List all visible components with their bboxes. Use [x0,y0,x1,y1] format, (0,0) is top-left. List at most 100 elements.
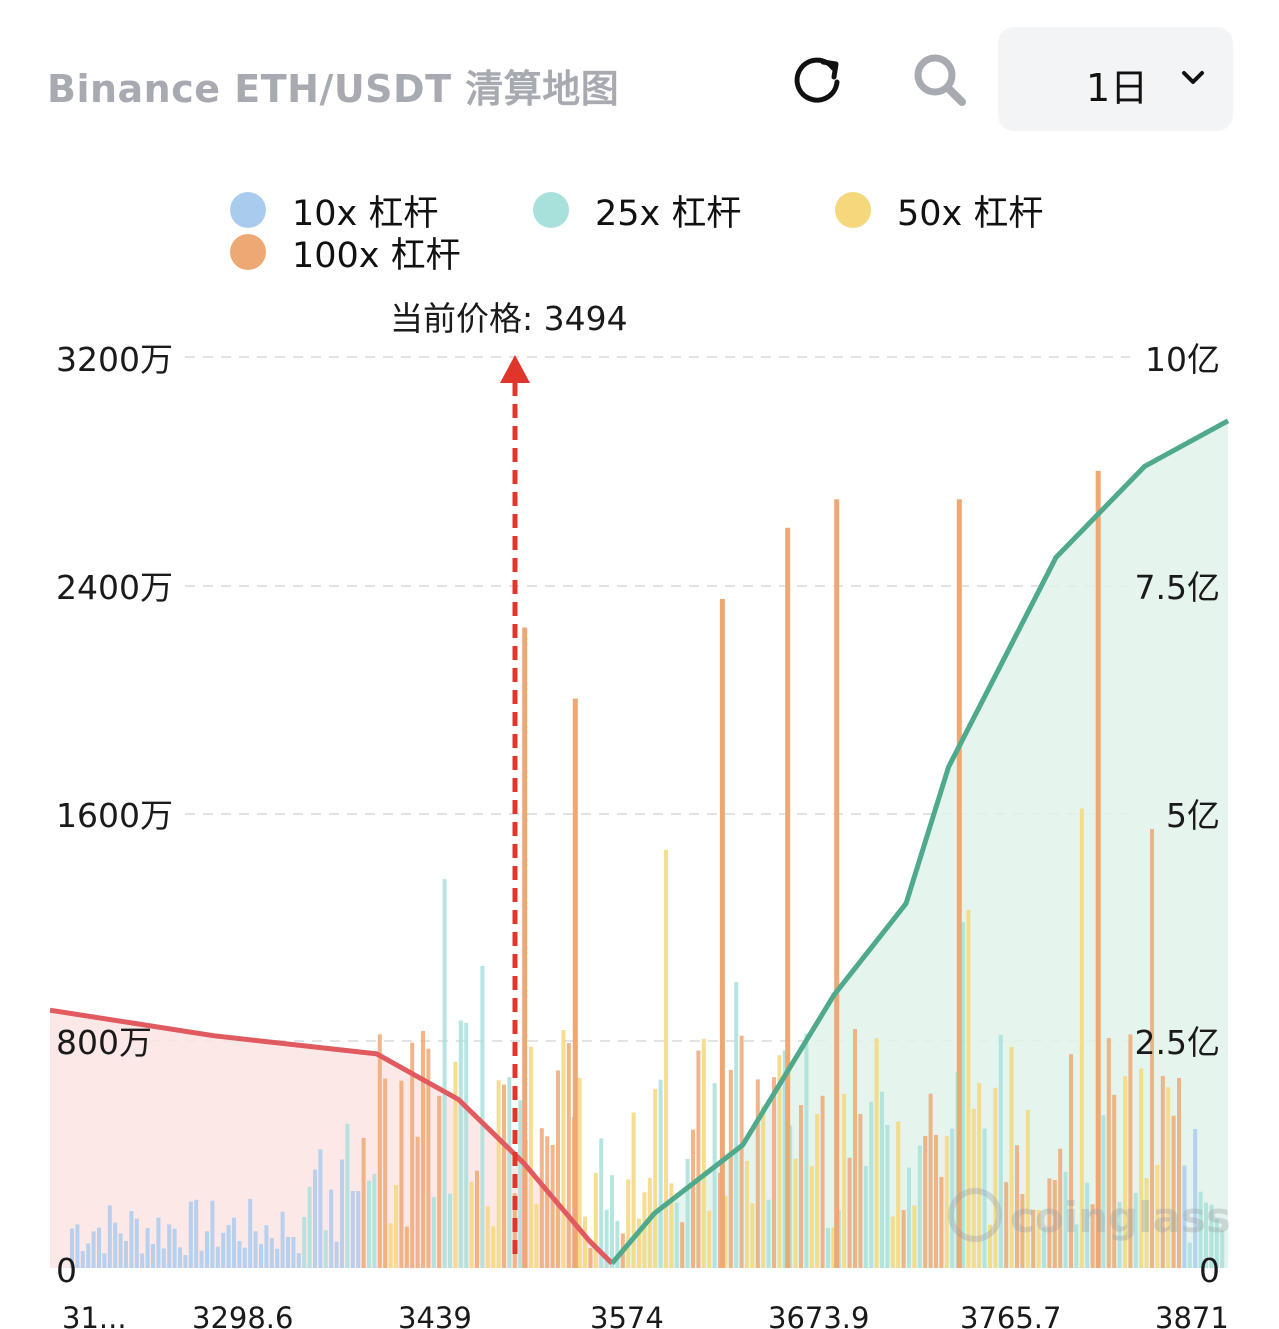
liquidation-bar [950,1128,955,1268]
liquidation-bar [491,1226,496,1268]
left-axis: 0 800万 1600万 2400万 3200万 [56,340,173,1290]
liquidation-bar [264,1225,269,1268]
legend-item-100x[interactable]: 100x 杠杆 [230,230,461,276]
liquidation-bar [383,1078,388,1268]
liquidation-bar [928,1093,933,1268]
liquidation-bar [458,1020,463,1268]
liquidation-bar [102,1253,107,1268]
liquidation-bar [464,1022,469,1268]
coinglass-watermark: coinglass [948,1188,1231,1242]
liquidation-bar [1204,1202,1208,1268]
liquidation-bar [415,1136,420,1268]
liquidation-bar [1069,1054,1073,1268]
time-range-select[interactable]: 1日 [998,27,1233,131]
liquidation-bar [178,1247,182,1268]
liquidation-bar [221,1232,226,1268]
liquidation-bar [1106,1038,1111,1268]
liquidation-bar [1187,1242,1192,1268]
liquidation-bar [367,1180,371,1268]
chart-legend: 10x 杠杆 25x 杠杆 50x 杠杆 100x 杠杆 [0,180,1279,280]
liquidation-bar [345,1123,350,1268]
legend-item-25x[interactable]: 25x 杠杆 [533,188,741,234]
x-axis-tick: 3673.9 [768,1301,869,1329]
liquidation-bar [296,1253,301,1268]
liquidation-bar [215,1246,220,1268]
liquidation-bar [766,1199,771,1268]
liquidation-bar [242,1247,247,1268]
liquidation-bar [1177,1078,1181,1268]
liquidation-bar [793,1158,798,1268]
liquidation-bar [1101,1115,1106,1268]
liquidation-bar [939,1176,944,1268]
liquidation-bars [70,470,1225,1268]
peak-liquidation-bar [572,698,578,1268]
legend-label-25x: 25x 杠杆 [595,193,742,234]
liquidation-bar [1160,1075,1165,1268]
liquidation-bar [750,1203,755,1268]
liquidation-bar [961,922,965,1268]
liquidation-bar [502,1084,506,1268]
header-bar: Binance ETH/USDT 清算地图 1日 [0,0,1279,150]
liquidation-bar [275,1248,280,1268]
liquidation-bar [1198,1191,1203,1268]
liquidation-bar [755,1079,760,1268]
liquidation-bar [539,1128,544,1268]
liquidation-bar [318,1149,323,1268]
liquidation-bar [863,1166,868,1268]
liquidation-bar [912,1205,917,1268]
current-price-arrow [500,355,530,383]
legend-item-10x[interactable]: 10x 杠杆 [230,188,438,234]
liquidation-bar [156,1217,161,1268]
liquidation-bar [1171,1115,1176,1268]
watermark-text: coinglass [1010,1193,1231,1242]
liquidation-bar [734,982,739,1268]
liquidation-bar [631,1112,636,1268]
liquidation-bar [847,1157,852,1268]
legend-dot-25x [533,192,569,228]
x-axis-tick: 3439 [398,1301,472,1329]
liquidation-bar [469,1181,474,1268]
peak-liquidation-bar [956,499,962,1268]
right-axis-tick: 10亿 [1145,340,1220,379]
liquidation-bar [507,1077,512,1268]
liquidation-bar [739,1035,744,1268]
liquidation-bar [707,1210,712,1268]
liquidation-bar [340,1159,344,1268]
liquidation-bar [982,1128,987,1268]
liquidation-bar [91,1231,96,1268]
liquidation-bar [1155,1165,1160,1268]
liquidation-bar [604,1209,609,1268]
liquidation-bar [124,1240,128,1268]
liquidation-bar [923,1136,928,1268]
liquidation-bar [658,1079,663,1268]
liquidation-bar [1090,1204,1095,1268]
liquidation-bar [1166,1087,1171,1268]
page-title: Binance ETH/USDT 清算地图 [47,67,620,111]
refresh-button[interactable] [782,45,852,115]
liquidation-bar [782,1050,787,1268]
peak-liquidation-bar [719,599,725,1268]
legend-item-50x[interactable]: 50x 杠杆 [835,188,1043,234]
liquidation-bar [448,1193,452,1268]
liquidation-bar [172,1228,177,1268]
liquidation-bar [248,1198,253,1268]
liquidation-bar [809,1166,814,1268]
liquidation-bar [642,1192,647,1268]
liquidation-bar [350,1191,355,1268]
liquidation-bar [869,1101,874,1268]
search-button[interactable] [905,45,975,115]
liquidation-bar [286,1236,290,1268]
liquidation-bar [226,1225,231,1268]
long-cumulative-line [610,418,1230,1266]
liquidation-bar [885,1125,890,1268]
liquidation-bar [475,1170,479,1268]
liquidation-bar [361,1137,366,1268]
liquidation-bar [556,1070,560,1268]
liquidation-bar [129,1211,134,1268]
liquidation-bar [237,1241,242,1268]
liquidation-bar [977,1083,982,1268]
liquidation-bar [1123,1076,1127,1268]
liquidation-bar [723,1196,728,1268]
liquidation-chart[interactable]: coinglass 当前价格: 3494 0 800万 1600万 2400万 … [0,290,1279,1329]
liquidation-bar [712,1083,717,1268]
